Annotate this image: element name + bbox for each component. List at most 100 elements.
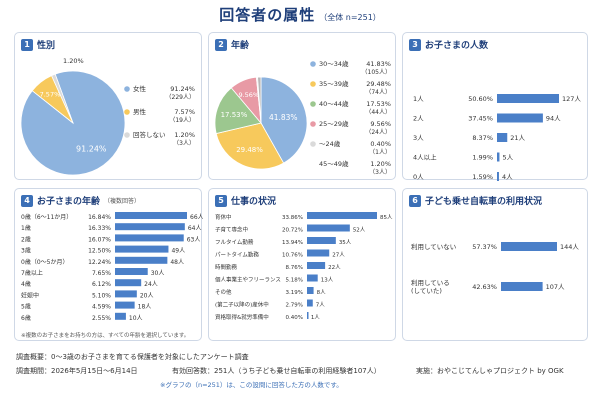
pie-slice: [257, 76, 262, 124]
category-label: 4人以上: [413, 153, 437, 162]
value-label: 30人: [151, 270, 165, 277]
panel-title: 性別: [37, 41, 56, 51]
children-age-bar-chart: 0歳（6〜11か月） 16.84% 66人 1歳 16.33% 64人 2歳 16.07% 63…: [21, 212, 203, 322]
value-label: 127人: [562, 95, 581, 103]
panel-number: 1: [21, 38, 33, 51]
legend-label: 40〜44歳: [319, 99, 349, 108]
category-label: 2歳: [21, 235, 31, 243]
legend-label: 女性: [133, 84, 147, 93]
legend-swatch: [310, 61, 316, 67]
footer-period: 調査期間：2026年5月15日〜6月14日: [16, 367, 138, 375]
value-label: 52人: [353, 227, 366, 234]
bar: [307, 237, 336, 244]
percent-label: 1.99%: [472, 154, 493, 162]
value-label: 1人: [311, 314, 320, 321]
footer-organizer: 実施：おやこじてんしゃプロジェクト by OGK: [416, 367, 564, 375]
legend-value: 1.20%: [174, 131, 195, 139]
legend-label: 35〜39歳: [319, 79, 349, 88]
bar: [115, 212, 187, 219]
legend-count: （105人）: [362, 69, 391, 76]
category-label: 7歳以上: [21, 269, 43, 277]
value-label: 144人: [560, 243, 579, 251]
legend-label: 45〜49歳: [319, 159, 349, 168]
category-label: 6歳: [21, 314, 31, 322]
pie-slice: [260, 76, 308, 164]
legend-count: （1人）: [369, 149, 391, 156]
bar: [501, 282, 543, 291]
footer-respondents: 有効回答数：251人（うち子ども乗せ自転車の利用経験者107人）: [172, 367, 381, 375]
legend-value: 0.40%: [370, 140, 391, 148]
age-pie-chart: 41.83%29.48%17.53%9.56%30〜34歳 41.83%（105人…: [214, 59, 391, 176]
category-label: 利用していない: [411, 242, 456, 251]
percent-label: 42.63%: [472, 283, 497, 291]
percent-label: 10.76%: [282, 253, 303, 259]
percent-label: 20.72%: [282, 228, 303, 234]
pie-slice-label: 29.48%: [236, 146, 263, 154]
legend-label: 〜24歳: [319, 139, 341, 148]
value-label: 63人: [187, 236, 201, 243]
panel-gender: 1 性別 91.24% 7.57% 女性 91.24% （229人） 男性 7.57% （19人…: [14, 32, 202, 180]
legend-value: 9.56%: [370, 120, 391, 128]
category-label: その他: [215, 288, 232, 296]
pie-slice: [51, 73, 74, 124]
panel-age: 2 年齢 41.83% 29.48% 17.53% 9.56% 30〜34歳 41.83% （…: [208, 32, 396, 180]
bar: [497, 172, 499, 181]
percent-label: 13.94%: [282, 240, 303, 246]
legend-count: （229人）: [166, 94, 195, 101]
legend-count: （3人）: [173, 140, 195, 147]
value-label: 24人: [144, 281, 158, 288]
percent-label: 16.07%: [88, 236, 111, 243]
bar: [115, 301, 135, 309]
value-label: 35人: [339, 239, 352, 246]
percent-label: 8.76%: [286, 265, 303, 271]
pie-slice-label: 7.57%: [40, 90, 61, 98]
panel-number: 4: [21, 194, 33, 207]
bar: [115, 223, 185, 231]
value-label: 7人: [316, 302, 325, 309]
bar: [307, 224, 350, 232]
panel-title: 仕事の状況: [231, 197, 277, 207]
percent-label: 5.18%: [286, 278, 303, 284]
category-label: 資格取得&就労準備中: [215, 313, 269, 321]
percent-label: 3.19%: [286, 290, 303, 296]
value-label: 27人: [332, 252, 345, 259]
legend-count: （74人）: [365, 89, 391, 96]
value-label: 107人: [546, 283, 565, 291]
children-count-bar-chart: 1人 50.60% 127人 2人 37.45% 94人 3人 8.37% 21人 4人以上 1.9…: [413, 94, 581, 181]
legend-value: 41.83%: [366, 60, 391, 68]
panel-number: 3: [409, 38, 421, 51]
legend-count: （3人）: [369, 169, 391, 176]
pie-slice-label: 41.83%: [269, 113, 298, 122]
legend-count: （24人）: [365, 129, 391, 136]
percent-label: 7.65%: [92, 270, 111, 277]
category-label: パートタイム勤務: [215, 251, 259, 259]
legend-swatch: [310, 81, 316, 87]
value-label: 20人: [140, 292, 154, 299]
percent-label: 16.84%: [88, 214, 111, 221]
bar: [115, 290, 137, 298]
category-label: 利用している: [411, 278, 450, 287]
panel-title: 子ども乗せ自転車の利用状況: [425, 197, 543, 207]
legend-label: 25〜29歳: [319, 119, 349, 128]
value-label: 4人: [502, 173, 513, 181]
category-label: 5歳: [21, 303, 31, 311]
legend-value: 1.20%: [370, 160, 391, 168]
footer-note: ※グラフの（n=251）は、この設問に回答した方の人数です。: [160, 381, 343, 389]
panel-title: お子さまの年齢: [37, 197, 101, 207]
value-label: 5人: [502, 154, 513, 162]
percent-label: 6.12%: [92, 281, 111, 288]
pie-slice-label: 91.24%: [76, 144, 107, 153]
pie-slice-label: 9.56%: [238, 91, 259, 99]
panel-number: 2: [215, 38, 227, 51]
panel-children-count: 3 お子さまの人数 1人 50.60% 127人 2人 37.45% 94人 3人 8.37% 2…: [402, 32, 588, 181]
bar: [497, 113, 543, 123]
legend-swatch: [310, 141, 316, 147]
category-label: 個人事業主やフリーランス: [215, 276, 281, 284]
bar: [115, 279, 142, 287]
bar: [501, 242, 557, 251]
legend-count: （44人）: [365, 109, 391, 116]
panel-work-status: 5 仕事の状況 育休中 33.86% 85人 子育て専念中 20.72% 52人 フルタイム勤…: [208, 188, 396, 341]
bar: [115, 234, 184, 242]
